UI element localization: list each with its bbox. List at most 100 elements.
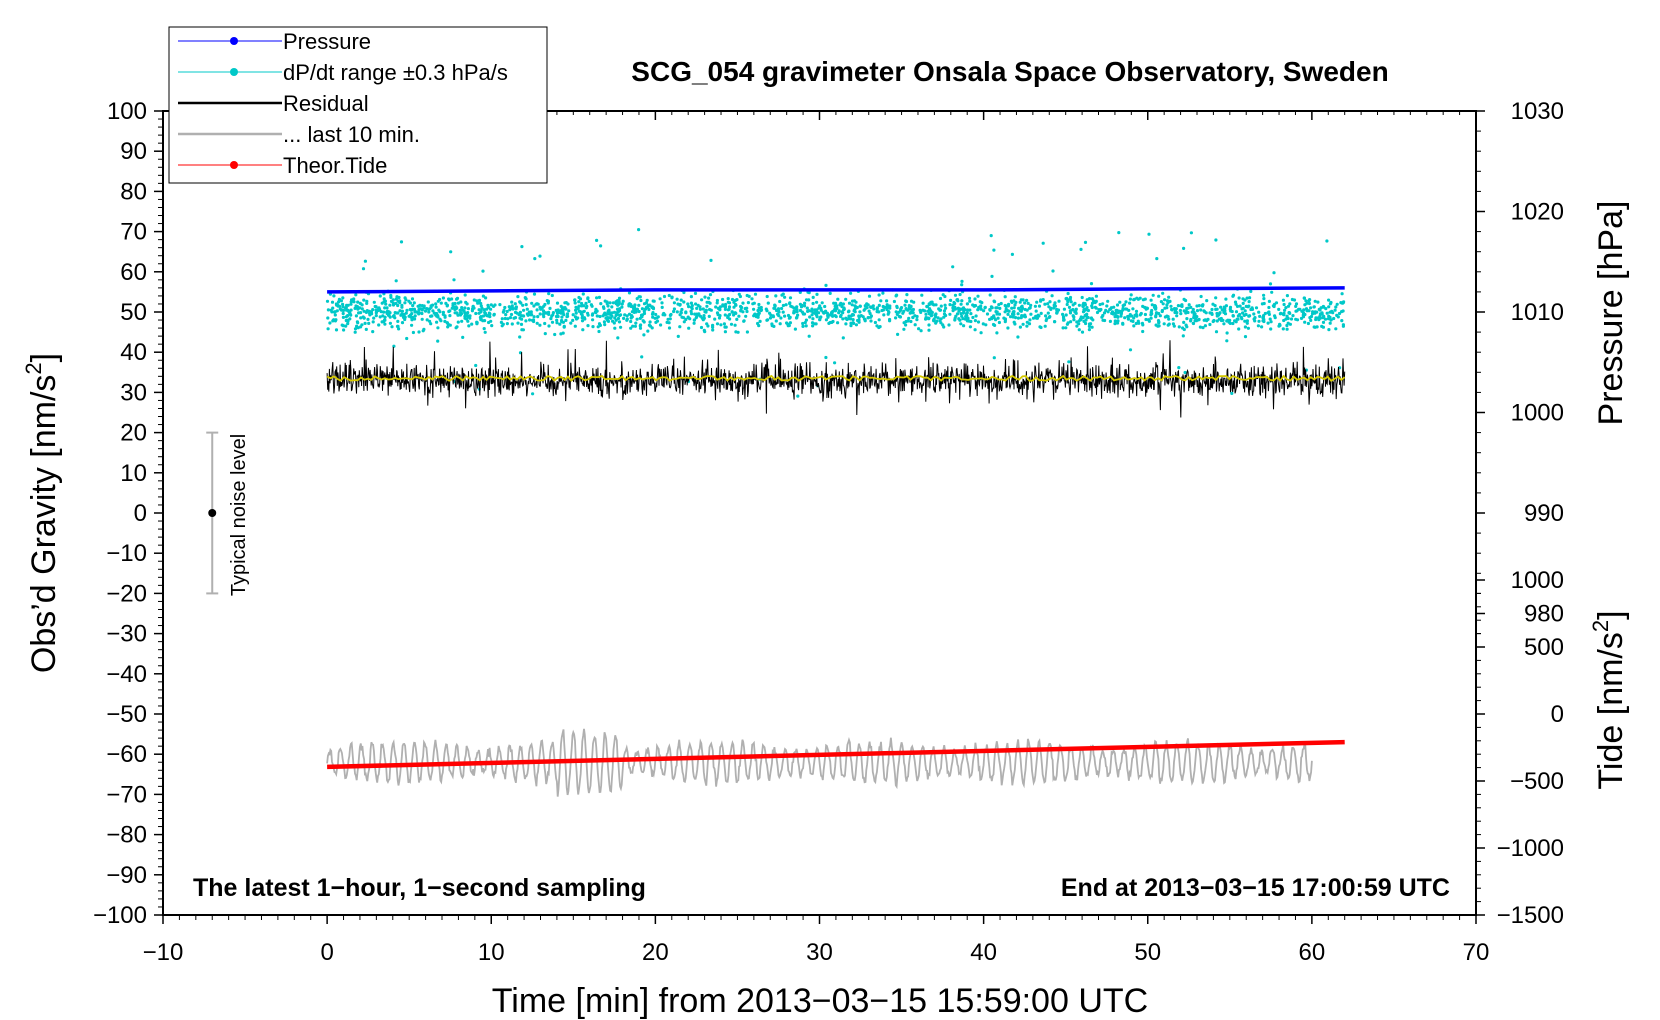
dpdt-point <box>684 317 688 322</box>
dpdt-point <box>577 300 581 304</box>
dpdt-point <box>1329 318 1333 322</box>
dpdt-point <box>1141 329 1145 334</box>
dpdt-point <box>810 321 815 325</box>
dpdt-point <box>1270 290 1274 294</box>
dpdt-point <box>1172 324 1176 328</box>
residual-line <box>326 340 1346 418</box>
dpdt-point <box>380 320 384 324</box>
dpdt-point <box>969 312 973 316</box>
dpdt-point <box>461 335 465 339</box>
dpdt-point <box>1166 323 1170 327</box>
dpdt-point <box>454 326 458 330</box>
dpdt-point <box>446 325 450 329</box>
dpdt-point <box>687 305 691 309</box>
dpdt-point <box>983 305 987 309</box>
dpdt-point <box>1185 317 1189 321</box>
dpdt-point <box>416 304 420 308</box>
dpdt-point <box>930 310 934 315</box>
dpdt-point <box>1035 300 1039 304</box>
dpdt-point <box>518 335 522 339</box>
dpdt-point <box>335 303 339 307</box>
dpdt-point <box>590 304 594 308</box>
dpdt-point <box>772 324 776 328</box>
dpdt-point <box>1321 320 1326 324</box>
dpdt-point <box>1113 322 1117 326</box>
dpdt-point <box>1243 335 1248 339</box>
dpdt-point <box>518 300 522 304</box>
dpdt-point <box>1003 320 1007 324</box>
dpdt-point <box>881 291 885 295</box>
dpdt-point <box>723 307 728 311</box>
dpdt-point <box>1294 309 1298 313</box>
dpdt-point <box>814 322 818 326</box>
dpdt-point <box>1102 311 1107 315</box>
dpdt-point <box>1289 317 1294 321</box>
dpdt-point <box>774 319 778 323</box>
dpdt-point <box>1215 307 1219 311</box>
dpdt-point <box>372 316 376 320</box>
dpdt-point <box>404 311 408 315</box>
dpdt-point <box>875 306 880 310</box>
dpdt-point <box>1256 324 1260 328</box>
dpdt-point <box>930 313 934 317</box>
dpdt-point <box>1089 316 1093 320</box>
dpdt-point <box>723 325 727 329</box>
dpdt-point <box>449 250 453 254</box>
dpdt-point <box>807 298 811 302</box>
dpdt-point <box>1165 306 1169 310</box>
dpdt-point <box>952 300 956 305</box>
dpdt-point <box>599 244 603 248</box>
dpdt-point <box>1126 317 1130 321</box>
dpdt-point <box>562 313 566 317</box>
dpdt-point <box>546 301 550 305</box>
dpdt-point <box>833 314 837 318</box>
theor-tide-line <box>327 739 1345 770</box>
dpdt-point <box>774 294 778 298</box>
dpdt-point <box>1332 316 1336 321</box>
dpdt-point <box>566 314 570 318</box>
dpdt-point <box>757 302 761 307</box>
dpdt-point <box>1064 313 1068 317</box>
dpdt-point <box>869 319 873 323</box>
dpdt-point <box>1121 308 1125 312</box>
dpdt-point <box>378 294 382 298</box>
dpdt-point <box>396 303 400 308</box>
dpdt-point <box>410 323 414 327</box>
dpdt-point <box>861 315 865 319</box>
dpdt-point <box>1225 331 1229 335</box>
dpdt-point <box>383 315 387 319</box>
dpdt-point <box>330 300 335 304</box>
dpdt-point <box>1150 312 1154 316</box>
dpdt-point <box>852 308 857 312</box>
dpdt-point <box>580 313 584 317</box>
dpdt-point <box>703 295 707 299</box>
dpdt-point <box>591 312 595 316</box>
dpdt-point <box>788 296 793 300</box>
dpdt-point <box>1029 312 1033 316</box>
dpdt-point <box>727 307 731 311</box>
dpdt-point <box>660 301 664 305</box>
dpdt-point <box>703 310 707 314</box>
dpdt-point <box>1006 326 1010 330</box>
dpdt-point <box>994 318 998 322</box>
dpdt-point <box>714 305 718 309</box>
dpdt-point <box>505 309 509 314</box>
dpdt-point <box>905 293 909 297</box>
dpdt-point <box>617 298 621 302</box>
dpdt-point <box>965 302 970 306</box>
dpdt-point <box>965 308 970 312</box>
dpdt-point <box>815 292 819 296</box>
dpdt-point <box>1084 308 1088 312</box>
dpdt-point <box>821 310 825 314</box>
dpdt-point <box>371 330 375 334</box>
dpdt-point <box>593 310 598 314</box>
x-tick-label: 50 <box>1134 939 1161 966</box>
dpdt-point <box>867 294 872 298</box>
dpdt-point <box>713 317 717 321</box>
dpdt-point <box>700 316 704 320</box>
dpdt-point <box>532 319 536 324</box>
dpdt-point <box>326 327 330 331</box>
dpdt-point <box>341 308 345 312</box>
dpdt-point <box>1222 322 1226 326</box>
dpdt-point <box>1077 328 1081 332</box>
